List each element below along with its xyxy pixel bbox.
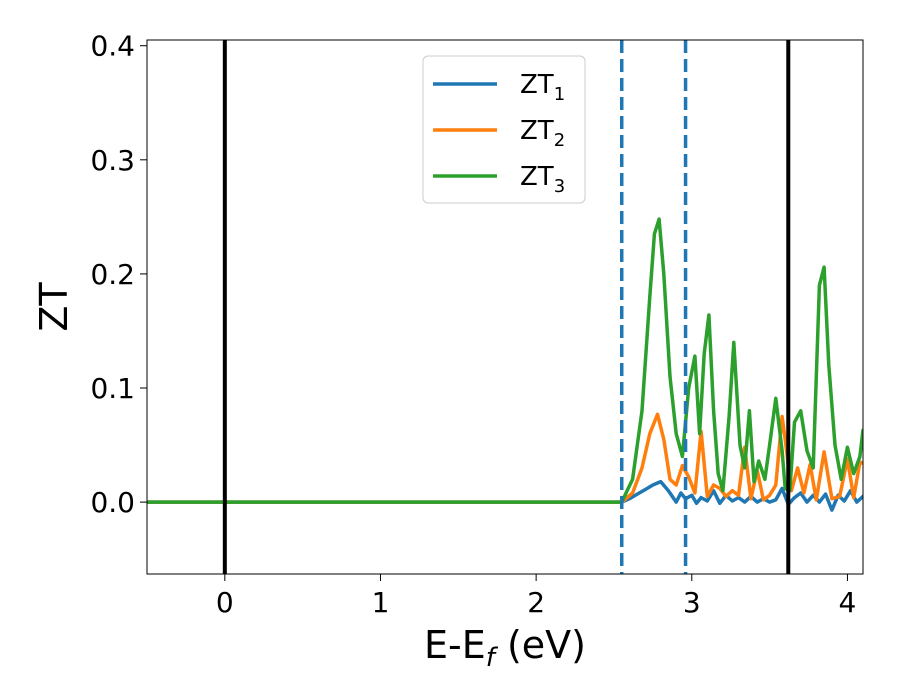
x-tick-label: 3 xyxy=(683,586,701,619)
series-layer xyxy=(147,217,863,512)
x-tick-label: 4 xyxy=(839,586,857,619)
legend-label-zt1: ZT1 xyxy=(520,70,565,105)
y-tick-label: 0.4 xyxy=(90,30,135,63)
series-line-zt1 xyxy=(147,479,863,512)
series-line-zt3 xyxy=(147,217,863,504)
x-axis-label-main: E-E xyxy=(424,623,486,667)
x-axis-label: E-Ef (eV) xyxy=(424,623,586,673)
legend: ZT1 ZT2 ZT3 xyxy=(422,55,586,204)
x-axis-label-unit: (eV) xyxy=(495,623,586,667)
y-tick-label: 0.3 xyxy=(90,144,135,177)
x-tick-label: 0 xyxy=(216,586,234,619)
y-tick-label: 0.1 xyxy=(90,372,135,405)
vertical-markers xyxy=(222,40,791,574)
legend-label-zt2: ZT2 xyxy=(520,116,565,151)
legend-label-zt3: ZT3 xyxy=(520,162,565,197)
plot-frame xyxy=(146,39,864,575)
legend-box xyxy=(422,55,586,204)
series-line-zt2 xyxy=(147,412,863,504)
y-axis: 0.0 0.1 0.2 0.3 0.4 xyxy=(90,30,147,519)
y-tick-label: 0.0 xyxy=(90,486,135,519)
x-axis: 0 1 2 3 4 xyxy=(216,574,856,619)
y-axis-label: ZT xyxy=(32,282,76,332)
y-tick-label: 0.2 xyxy=(90,258,135,291)
x-tick-label: 2 xyxy=(527,586,545,619)
x-tick-label: 1 xyxy=(372,586,390,619)
